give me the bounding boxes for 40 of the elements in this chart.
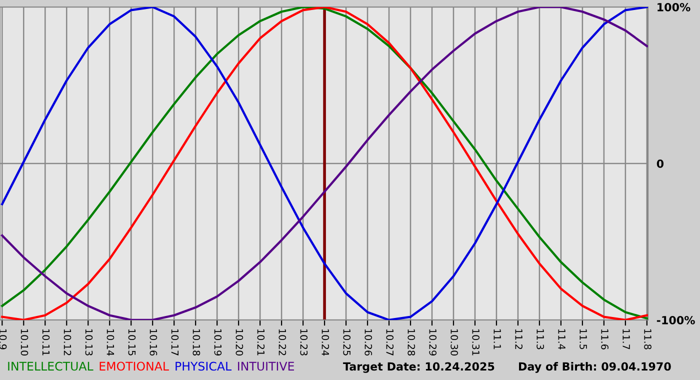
x-tick-label: 10.29 xyxy=(429,329,437,356)
text: Target Date: 10.24.2025 xyxy=(343,362,494,373)
text: PHYSICAL xyxy=(176,362,232,371)
y-tick-label: 0 xyxy=(656,159,664,168)
y-tick-label: -100% xyxy=(656,316,695,324)
x-tick-label: 11.4 xyxy=(558,329,566,350)
x-tick-label: 11.7 xyxy=(622,329,630,350)
x-tick-label: 10.12 xyxy=(64,329,72,356)
text: INTELLECTUAL xyxy=(8,362,94,371)
x-tick-label: 10.26 xyxy=(364,329,372,356)
x-tick-label: 10.17 xyxy=(171,329,179,356)
y-tick-label: 100% xyxy=(658,2,690,12)
x-tick-label: 11.2 xyxy=(515,329,523,350)
x-tick-label: 11.3 xyxy=(536,329,544,350)
x-tick-label: 10.31 xyxy=(472,329,480,356)
text: INTUITIVE xyxy=(238,362,294,371)
x-tick-label: 10.23 xyxy=(300,329,308,356)
x-tick-label: 10.18 xyxy=(192,329,200,356)
x-tick-label: 11.6 xyxy=(601,329,608,350)
x-tick-label: 11.1 xyxy=(494,329,501,350)
x-tick-label: 10.19 xyxy=(214,329,222,356)
x-tick-label: 10.30 xyxy=(450,329,458,356)
x-tick-label: 10.25 xyxy=(343,329,351,356)
x-tick-label: 10.21 xyxy=(257,329,265,356)
x-tick-label: 10.11 xyxy=(42,329,50,356)
x-tick-label: 10.10 xyxy=(20,329,28,356)
x-tick-label: 10.14 xyxy=(106,329,114,356)
text: EMOTIONAL xyxy=(100,362,169,371)
x-tick-label: 10.22 xyxy=(278,329,286,356)
x-tick-label: 10.27 xyxy=(386,329,394,356)
line-series xyxy=(1,7,648,320)
x-tick-label: 10.20 xyxy=(236,329,244,356)
x-tick-label: 10.13 xyxy=(85,329,93,356)
x-tick-label: 10.15 xyxy=(128,329,136,356)
x-tick-label: 10.28 xyxy=(408,329,416,356)
x-tick-label: 10.24 xyxy=(322,329,330,356)
x-tick-label: 10.16 xyxy=(150,329,158,356)
x-tick-label: 11.5 xyxy=(580,329,587,350)
text: Day of Birth: 09.04.1970 xyxy=(519,362,671,373)
x-tick-label: 11.8 xyxy=(644,329,652,350)
